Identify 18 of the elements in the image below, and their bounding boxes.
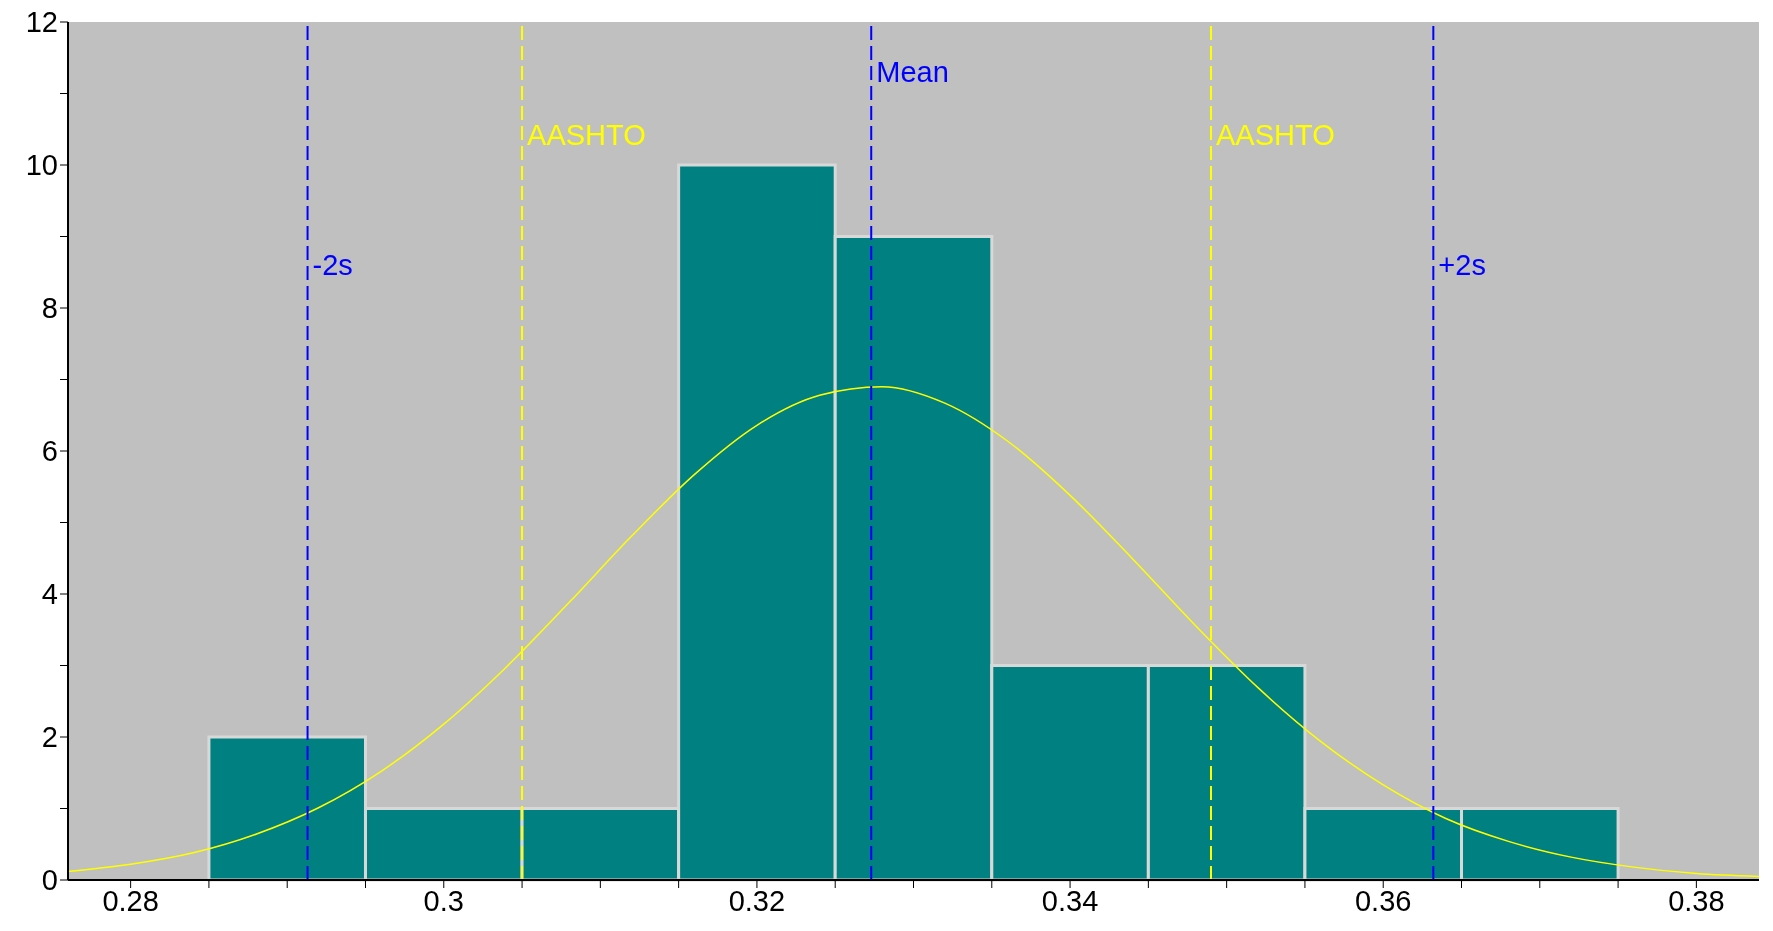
- ref-line-label: -2s: [312, 249, 353, 281]
- y-tick-label: 10: [25, 149, 58, 182]
- x-tick-label: 0.32: [728, 884, 786, 917]
- y-tick-label: 6: [41, 435, 58, 468]
- ref-line-label: AASHTO: [527, 119, 646, 151]
- x-tick-label: 0.34: [1041, 884, 1099, 917]
- ref-line-label: AASHTO: [1215, 119, 1335, 151]
- y-tick-label: 4: [41, 578, 58, 611]
- x-tick-label: 0.28: [102, 884, 159, 917]
- ref-line-label: +2s: [1438, 249, 1486, 281]
- y-tick-label: 12: [25, 6, 58, 39]
- x-tick-label: 0.36: [1355, 884, 1412, 917]
- x-tick-label: 0.3: [423, 884, 464, 917]
- y-tick-label: 8: [41, 292, 58, 325]
- x-tick-label: 0.38: [1668, 884, 1725, 917]
- ref-line-label: Mean: [876, 56, 949, 88]
- y-tick-label: 0: [41, 864, 58, 897]
- y-tick-label: 2: [41, 721, 58, 754]
